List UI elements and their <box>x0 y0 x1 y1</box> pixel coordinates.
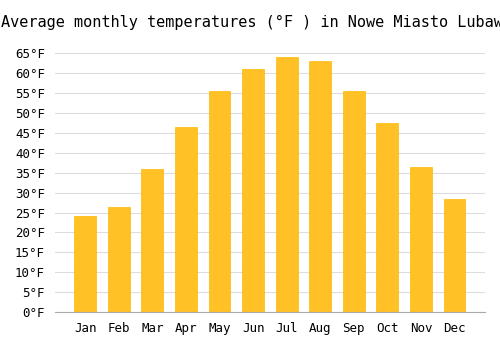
Bar <box>410 167 432 312</box>
Bar <box>242 69 264 312</box>
Bar <box>343 91 364 312</box>
Bar <box>175 127 197 312</box>
Bar <box>108 206 130 312</box>
Bar <box>276 57 297 312</box>
Bar <box>74 217 96 312</box>
Bar <box>444 198 466 312</box>
Bar <box>376 123 398 312</box>
Title: Average monthly temperatures (°F ) in Nowe Miasto Lubawskie: Average monthly temperatures (°F ) in No… <box>0 15 500 30</box>
Bar <box>142 169 164 312</box>
Bar <box>310 61 331 312</box>
Bar <box>208 91 231 312</box>
